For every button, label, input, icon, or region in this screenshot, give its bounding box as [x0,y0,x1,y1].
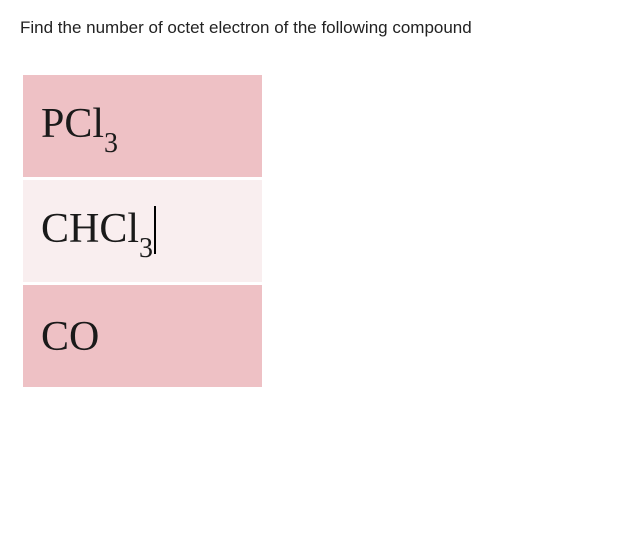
page-container: Find the number of octet electron of the… [0,0,629,390]
table-row: CHCl3 [22,179,264,284]
formula-subscript: 3 [104,128,118,159]
formula-subscript: 3 [139,233,153,264]
compound-formula: CHCl3 [41,206,156,252]
table-row: PCl3 [22,74,264,179]
table-row: CO [22,284,264,389]
text-cursor [154,206,156,254]
compound-cell-3[interactable]: CO [22,284,264,389]
compound-cell-2[interactable]: CHCl3 [22,179,264,284]
compound-cell-1[interactable]: PCl3 [22,74,264,179]
formula-part: PCl [41,101,104,147]
compound-formula: CO [41,314,99,360]
question-text: Find the number of octet electron of the… [20,18,629,38]
formula-part: CO [41,314,99,360]
compound-table: PCl3 CHCl3 CO [20,72,265,390]
compound-formula: PCl3 [41,101,118,147]
formula-part: CHCl [41,206,139,252]
